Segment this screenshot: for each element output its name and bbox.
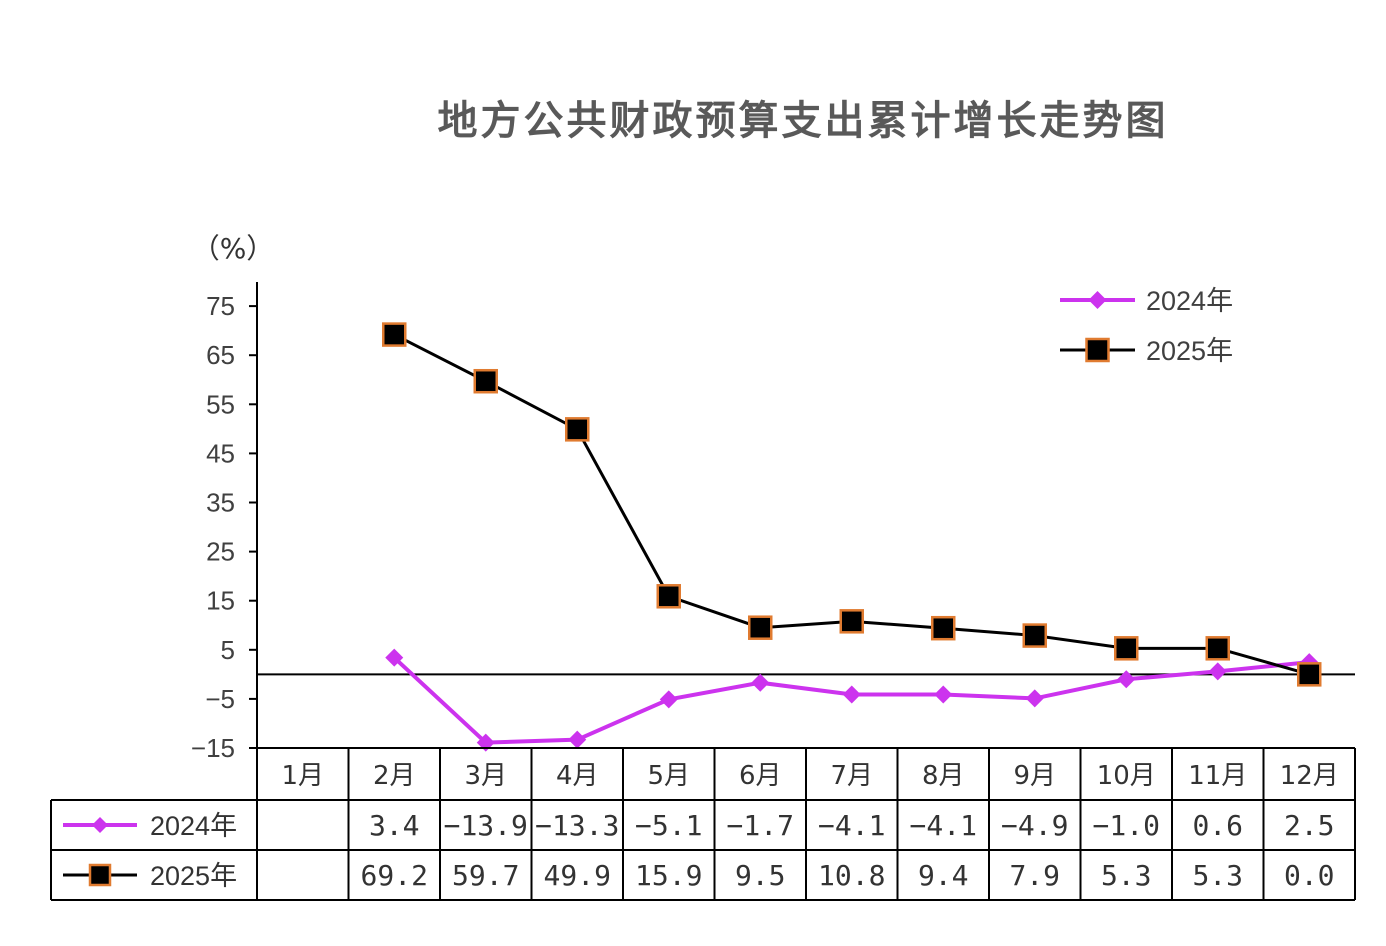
data-point-2025年 <box>1205 636 1230 661</box>
legend-marker-2024年 <box>1088 291 1107 309</box>
x-category-label: 6月 <box>739 761 782 791</box>
table-cell-value: 5.3 <box>1101 859 1152 892</box>
data-point-2024年 <box>934 685 953 704</box>
chart-title: 地方公共财政预算支出累计增长走势图 <box>438 98 1169 144</box>
legend-marker-2025年 <box>1085 337 1110 363</box>
data-point-2025年 <box>839 609 864 634</box>
y-tick-label: 45 <box>206 438 235 468</box>
x-category-label: 3月 <box>464 761 507 791</box>
x-category-label: 5月 <box>647 761 690 791</box>
y-tick-label: 65 <box>206 340 235 370</box>
x-category-label: 4月 <box>556 761 599 791</box>
x-category-label: 8月 <box>922 761 965 791</box>
table-cell-value: 7.9 <box>1009 859 1060 892</box>
legend: 2024年 2025年 <box>1060 286 1233 366</box>
data-point-2024年 <box>659 690 678 709</box>
axes: 75 65 55 45 35 25 15 5 −5 −15 <box>191 282 1355 763</box>
y-tick-label: 5 <box>221 635 235 665</box>
data-point-2024年 <box>842 685 861 704</box>
table-cell-value: −1.7 <box>727 809 794 842</box>
y-tick-label: 75 <box>206 291 235 321</box>
x-category-label: 12月 <box>1280 761 1339 791</box>
data-point-2024年 <box>1117 670 1136 689</box>
legend-label: 2025年 <box>1146 336 1233 366</box>
x-category-label: 9月 <box>1013 761 1056 791</box>
table-cell-value: 69.2 <box>361 859 428 892</box>
y-tick-label: 55 <box>206 389 235 419</box>
data-point-2025年 <box>473 368 498 394</box>
table-cell-value: −4.9 <box>1001 809 1068 842</box>
data-point-2024年 <box>751 673 770 692</box>
table-cell-value: 49.9 <box>544 859 611 892</box>
data-point-2024年 <box>1208 662 1227 681</box>
table-cell-value: −1.0 <box>1093 809 1160 842</box>
legend-label: 2024年 <box>1146 286 1233 316</box>
data-point-2025年 <box>656 584 681 609</box>
data-point-2024年 <box>385 648 404 667</box>
data-point-2025年 <box>565 417 590 442</box>
series-lines <box>382 322 1322 752</box>
table-cell-value: 9.4 <box>918 859 969 892</box>
table-cell-value: −4.1 <box>910 809 977 842</box>
data-point-2025年 <box>382 322 407 347</box>
table-cell-value: 0.6 <box>1192 809 1243 842</box>
table-cell-value: 5.3 <box>1192 859 1243 892</box>
y-axis-unit-label: （%） <box>192 232 275 265</box>
x-category-label: 2月 <box>373 761 416 791</box>
x-category-label: 11月 <box>1188 761 1247 791</box>
x-category-label: 1月 <box>281 761 324 791</box>
x-category-label: 7月 <box>830 761 873 791</box>
table-cell-value: −13.9 <box>444 809 528 842</box>
data-point-2025年 <box>1114 636 1139 661</box>
y-tick-label: −5 <box>205 684 235 714</box>
table-cell-value: 9.5 <box>735 859 786 892</box>
data-point-2025年 <box>748 615 773 640</box>
table-cell-value: −4.1 <box>818 809 885 842</box>
row-label: 2025年 <box>150 861 237 891</box>
y-tick-label: 15 <box>206 586 235 616</box>
x-category-label: 10月 <box>1097 761 1156 791</box>
row-key-marker-2025年 <box>88 863 112 887</box>
table-cell-value: 59.7 <box>452 859 519 892</box>
y-tick-label: −15 <box>191 733 235 763</box>
table-cell-value: 3.4 <box>369 809 420 842</box>
table-cell-value: −5.1 <box>635 809 702 842</box>
data-point-2024年 <box>1025 689 1044 708</box>
y-tick-label: 35 <box>206 488 235 518</box>
table-cell-value: −13.3 <box>535 809 619 842</box>
row-label: 2024年 <box>150 811 237 841</box>
table-cell-value: 0.0 <box>1284 859 1335 892</box>
data-table: 1月 2月 3月 4月 5月 6月 7月 8月 9月 10月 11月 12月 2024年 3.4 −13.9… <box>50 747 1356 901</box>
data-point-2024年 <box>568 730 587 749</box>
y-tick-label: 25 <box>206 537 235 567</box>
data-point-2025年 <box>931 615 956 641</box>
table-cell-value: 15.9 <box>635 859 702 892</box>
data-point-2025年 <box>1297 662 1322 687</box>
table-cell-value: 10.8 <box>818 859 885 892</box>
data-point-2025年 <box>1022 623 1047 648</box>
table-cell-value: 2.5 <box>1284 809 1335 842</box>
row-key-marker-2024年 <box>92 817 108 833</box>
